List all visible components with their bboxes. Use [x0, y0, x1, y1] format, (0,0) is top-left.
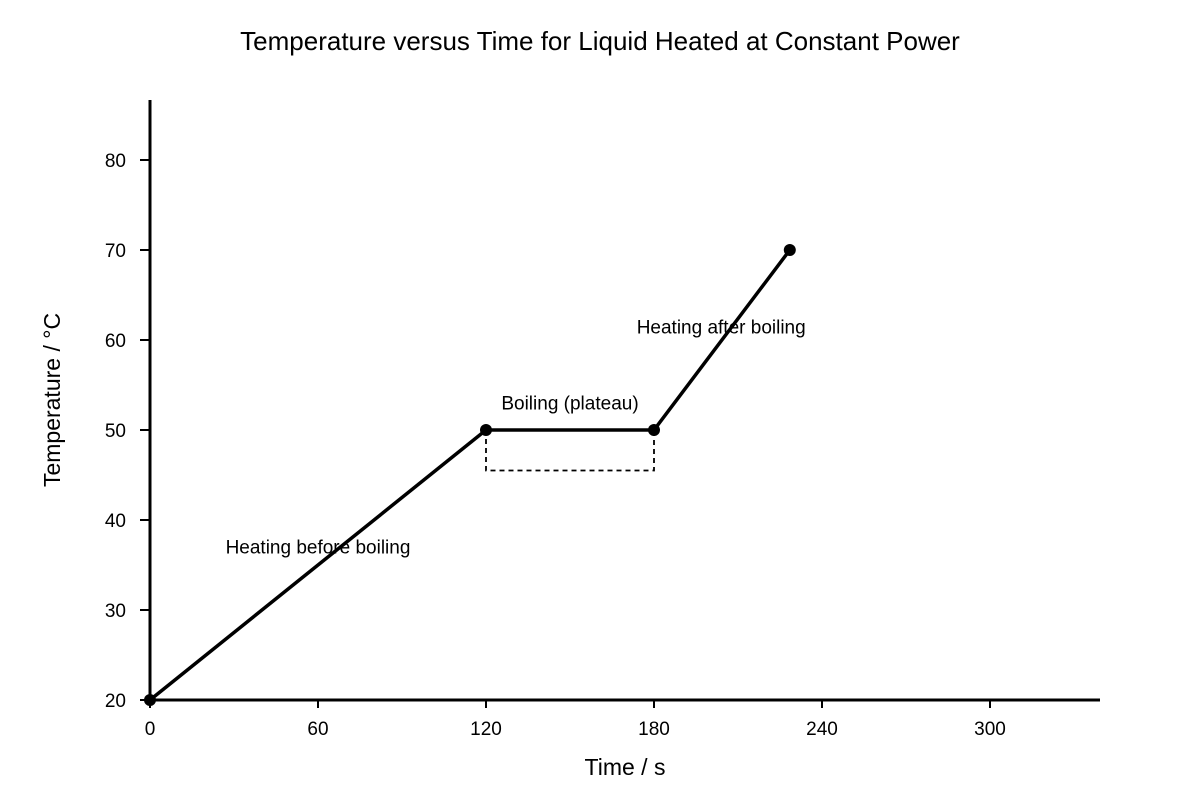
series-line [148, 248, 792, 702]
y-tick-label: 40 [105, 511, 126, 532]
data-point [783, 244, 796, 256]
annotation-label: Heating before boiling [226, 537, 411, 558]
y-tick-label: 70 [105, 241, 126, 262]
x-tick-label: 0 [145, 719, 156, 740]
x-tick-label: 60 [307, 719, 328, 740]
annotation-label: Heating after boiling [637, 318, 806, 339]
annotation-label: Boiling (plateau) [501, 393, 638, 414]
y-tick-label: 80 [105, 151, 126, 172]
axes [148, 100, 1100, 702]
data-point [144, 694, 156, 706]
chart-title: Temperature versus Time for Liquid Heate… [240, 26, 960, 56]
x-tick-label: 300 [974, 719, 1006, 740]
data-point [480, 424, 492, 436]
y-tick-label: 60 [105, 331, 126, 352]
series-group [144, 244, 796, 706]
x-ticks: 0 60 120 180 240 300 [145, 700, 1006, 740]
annotations: Heating before boiling Boiling (plateau) H… [226, 318, 806, 559]
y-ticks: 20 30 40 50 60 70 80 [105, 151, 150, 712]
x-tick-label: 180 [638, 719, 670, 740]
plateau-dashed-box [485, 430, 655, 472]
plateau-highlight [485, 430, 655, 472]
data-point [648, 424, 660, 436]
x-axis-label: Time / s [585, 754, 666, 780]
y-tick-label: 30 [105, 601, 126, 622]
y-axis-label: Temperature / °C [39, 313, 65, 487]
x-tick-label: 240 [806, 719, 838, 740]
y-tick-label: 50 [105, 421, 126, 442]
x-tick-label: 120 [470, 719, 502, 740]
y-tick-label: 20 [105, 691, 126, 712]
